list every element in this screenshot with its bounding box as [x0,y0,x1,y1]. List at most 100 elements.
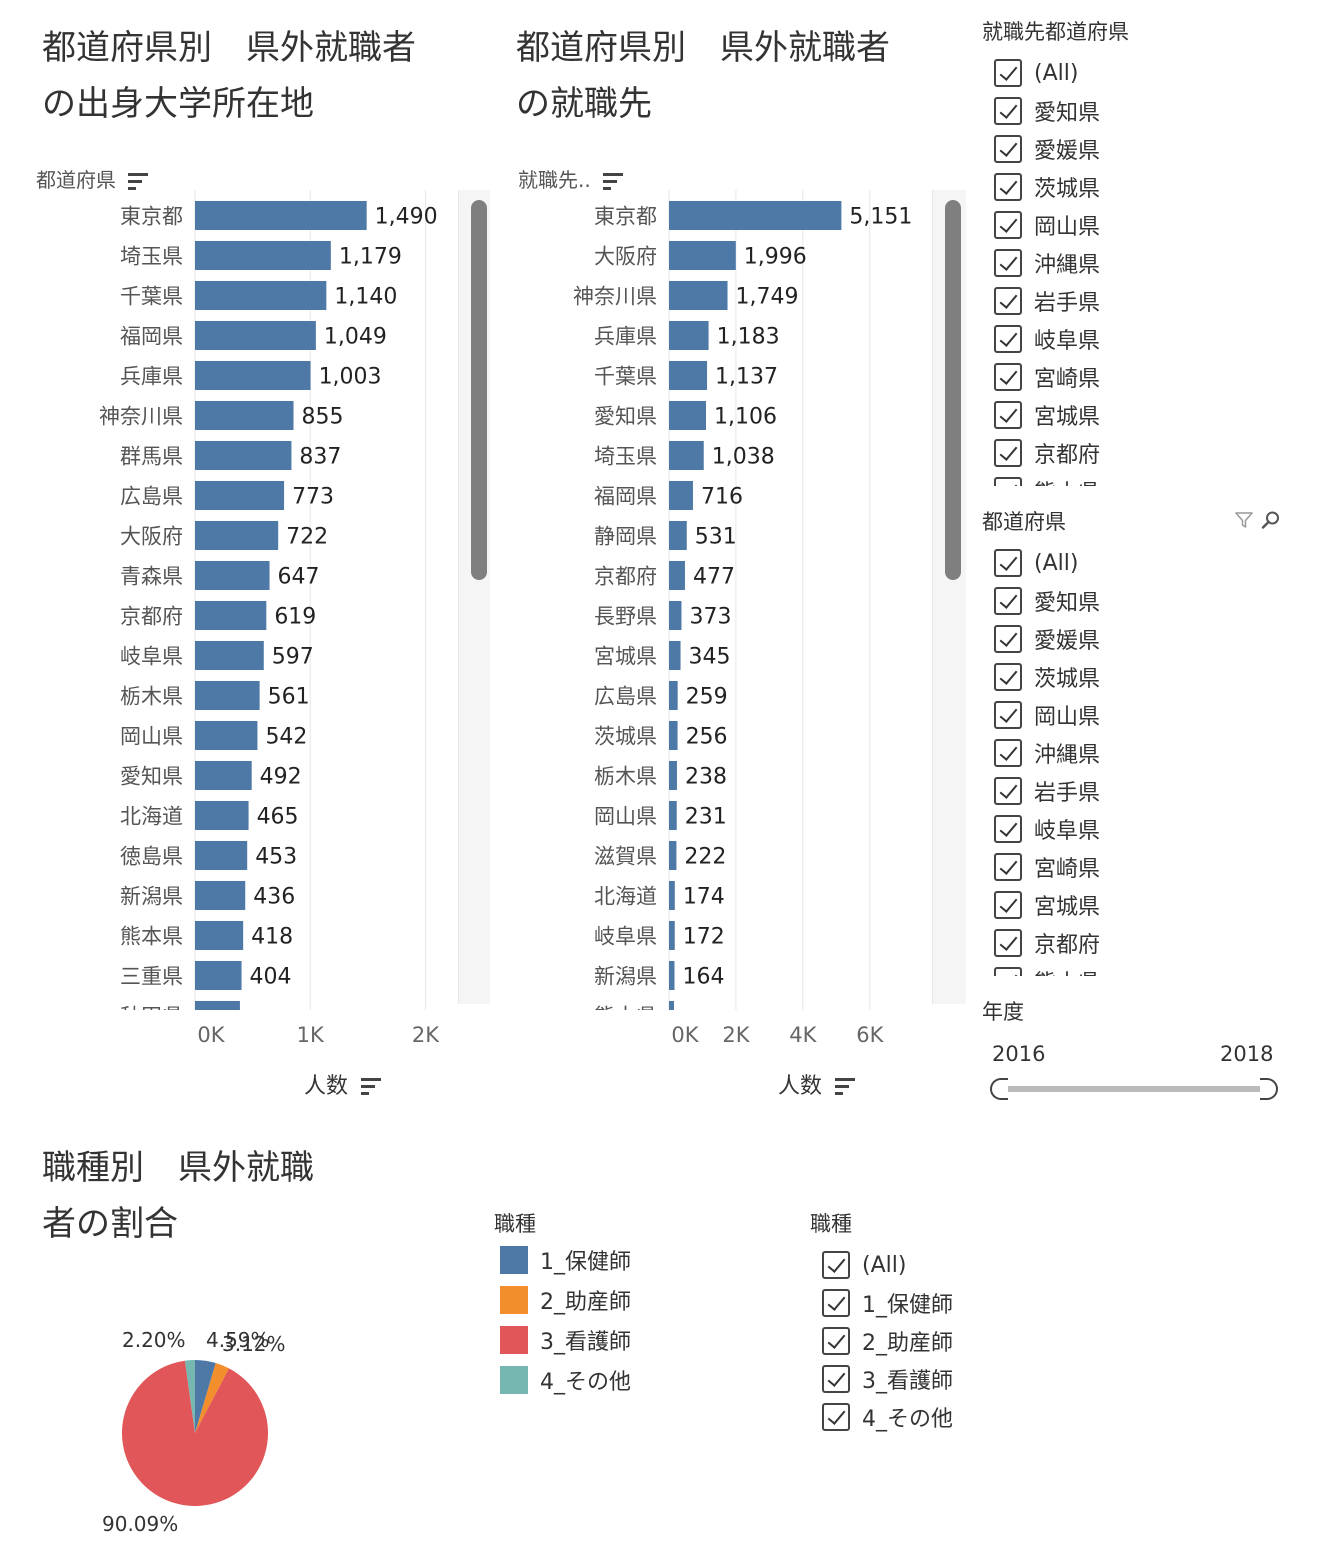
chart2-category-label[interactable]: 北海道 [594,885,657,909]
chart1-category-label[interactable]: 東京都 [120,205,183,229]
chart1-category-label[interactable]: 広島県 [120,485,183,509]
chart2-bar[interactable] [669,561,685,590]
checkbox[interactable] [994,701,1022,729]
search-icon[interactable] [1261,510,1281,530]
employment-pref-option[interactable]: 岡山県 [994,206,1294,244]
chart2-scrollbar-track[interactable] [932,190,966,1004]
year-slider-track[interactable] [1000,1086,1270,1092]
employment-pref-option[interactable]: 愛知県 [994,92,1294,130]
pie-slice[interactable] [195,1360,216,1433]
chart1-bar[interactable] [195,721,258,750]
sort-icon[interactable] [603,172,624,191]
chart1-bar[interactable] [195,841,248,870]
chart1-bar[interactable] [195,361,311,390]
chart1-category-label[interactable]: 愛知県 [120,765,183,789]
chart2-bar[interactable] [669,481,693,510]
chart2-category-label[interactable]: 千葉県 [594,365,657,389]
chart1-bar[interactable] [195,281,327,310]
chart2-bar[interactable] [669,201,842,230]
chart1-bar[interactable] [195,601,267,630]
checkbox[interactable] [994,853,1022,881]
prefecture-filter-list[interactable]: (All) 愛知県愛媛県茨城県岡山県沖縄県岩手県岐阜県宮崎県宮城県京都府熊本県 [994,544,1294,976]
chart2-header[interactable]: 就職先.. [518,164,624,193]
chart2-category-label[interactable]: 京都府 [594,565,657,589]
chart1-category-label[interactable]: 大阪府 [120,525,183,549]
chart2-bar[interactable] [669,281,728,310]
chart2-bar[interactable] [669,401,707,430]
checkbox[interactable] [994,477,1022,486]
chart2-bar[interactable] [669,441,704,470]
chart1-category-label[interactable]: 京都府 [120,605,183,629]
checkbox[interactable] [822,1289,850,1317]
chart1-category-label[interactable]: 千葉県 [120,285,183,309]
chart2-category-label[interactable]: 静岡県 [594,525,657,549]
chart1-category-label[interactable]: 北海道 [120,805,183,829]
chart2-axis-title[interactable]: 人数 [778,1068,856,1100]
legend-item[interactable]: 1_保健師 [500,1240,760,1280]
employment-pref-option[interactable]: 宮崎県 [994,358,1294,396]
prefecture-option[interactable]: 沖縄県 [994,734,1294,772]
checkbox[interactable] [994,325,1022,353]
prefecture-option[interactable]: 岐阜県 [994,810,1294,848]
checkbox[interactable] [994,401,1022,429]
job-type-option[interactable]: 1_保健師 [822,1284,1122,1322]
prefecture-option[interactable]: 宮城県 [994,886,1294,924]
chart2-bar[interactable] [669,521,687,550]
year-slider-min-handle[interactable] [990,1078,1008,1100]
chart1-bar[interactable] [195,241,331,270]
job-type-filter-list[interactable]: (All) 1_保健師 2_助産師 3_看護師 4_その他 [822,1246,1122,1446]
employment-pref-option[interactable]: 愛媛県 [994,130,1294,168]
chart1-category-label[interactable]: 神奈川県 [99,405,183,429]
chart2-bar[interactable] [669,601,682,630]
chart1-bar[interactable] [195,641,264,670]
checkbox[interactable] [994,891,1022,919]
chart2-category-label[interactable]: 茨城県 [594,725,657,749]
employment-pref-option[interactable]: 熊本県 [994,472,1294,486]
prefecture-option[interactable]: 愛媛県 [994,620,1294,658]
chart1-scrollbar-track[interactable] [458,190,490,1004]
chart2-category-label[interactable]: 岡山県 [594,805,657,829]
year-slider-max-handle[interactable] [1260,1078,1278,1100]
checkbox[interactable] [822,1327,850,1355]
chart2-category-label[interactable]: 新潟県 [594,965,657,989]
chart1-category-label[interactable]: 埼玉県 [120,245,183,269]
sort-icon[interactable] [361,1078,382,1096]
checkbox[interactable] [994,59,1022,87]
chart2-bar[interactable] [669,321,709,350]
prefecture-option[interactable]: 岩手県 [994,772,1294,810]
employment-pref-option[interactable]: 宮城県 [994,396,1294,434]
chart2-bar[interactable] [669,761,677,790]
prefecture-option[interactable]: 熊本県 [994,962,1294,976]
pie-slice[interactable] [195,1363,229,1433]
checkbox[interactable] [994,929,1022,957]
chart1-bar[interactable] [195,481,285,510]
chart1-category-label[interactable]: 岡山県 [120,725,183,749]
chart1-bar[interactable] [195,321,316,350]
chart2-bar[interactable] [669,241,736,270]
prefecture-option[interactable]: 茨城県 [994,658,1294,696]
legend-item[interactable]: 3_看護師 [500,1320,760,1360]
chart2-category-label[interactable]: 宮城県 [594,645,657,669]
chart1-bar[interactable] [195,1001,240,1010]
checkbox[interactable] [994,135,1022,163]
chart2-category-label[interactable]: 大阪府 [594,245,657,269]
employment-pref-option[interactable]: (All) [994,54,1294,92]
chart2-category-label[interactable]: 兵庫県 [594,325,657,349]
checkbox[interactable] [994,97,1022,125]
chart2-category-label[interactable]: 岐阜県 [594,925,657,949]
checkbox[interactable] [994,777,1022,805]
filter-icon[interactable] [1234,510,1254,530]
chart1-category-label[interactable]: 秋田県 [120,1005,183,1011]
checkbox[interactable] [994,363,1022,391]
chart2-bar[interactable] [669,361,708,390]
employment-pref-filter-list[interactable]: (All) 愛知県愛媛県茨城県岡山県沖縄県岩手県岐阜県宮崎県宮城県京都府熊本県 [994,54,1294,486]
checkbox[interactable] [822,1403,850,1431]
job-type-option[interactable]: 2_助産師 [822,1322,1122,1360]
chart2-bar[interactable] [669,881,675,910]
chart2-bar[interactable] [669,961,675,990]
checkbox[interactable] [994,287,1022,315]
chart2-scrollbar-thumb[interactable] [945,200,961,580]
checkbox[interactable] [994,967,1022,976]
chart2-category-label[interactable]: 熊本県 [594,1005,657,1011]
job-type-option[interactable]: (All) [822,1246,1122,1284]
